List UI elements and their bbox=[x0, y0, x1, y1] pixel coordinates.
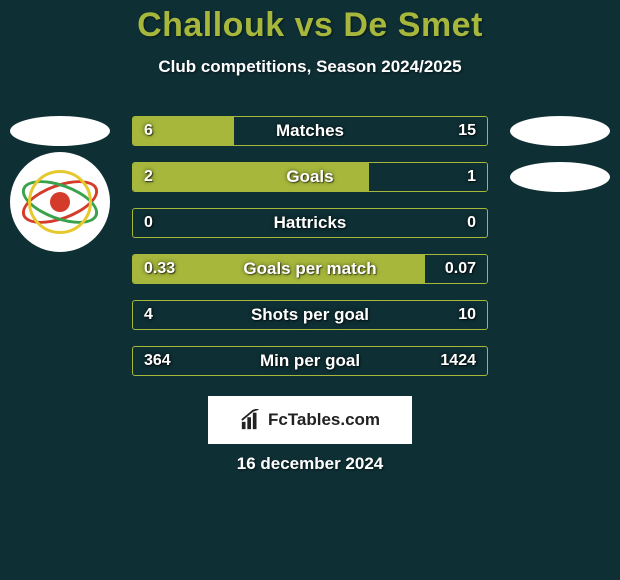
title-vs: vs bbox=[285, 6, 344, 44]
comparison-card: Challouk vs De Smet Club competitions, S… bbox=[0, 0, 620, 580]
player-left-marker bbox=[10, 116, 110, 146]
player2-name: De Smet bbox=[343, 6, 483, 44]
stat-bar bbox=[132, 346, 488, 376]
stat-value-left: 2 bbox=[144, 168, 153, 186]
brand-chart-icon bbox=[240, 409, 262, 431]
stat-value-left: 4 bbox=[144, 306, 153, 324]
brand-text: FcTables.com bbox=[268, 410, 380, 430]
player1-name: Challouk bbox=[137, 6, 285, 44]
stat-value-right: 1424 bbox=[440, 352, 476, 370]
brand-badge: FcTables.com bbox=[208, 396, 412, 444]
stat-value-right: 1 bbox=[467, 168, 476, 186]
stat-bar bbox=[132, 162, 488, 192]
stat-bar bbox=[132, 208, 488, 238]
stat-value-left: 0 bbox=[144, 214, 153, 232]
player-right-marker bbox=[510, 162, 610, 192]
subtitle: Club competitions, Season 2024/2025 bbox=[0, 57, 620, 77]
stat-row: 00Hattricks bbox=[0, 200, 620, 246]
stat-rows: 615Matches21Goals00Hattricks0.330.07Goal… bbox=[0, 108, 620, 384]
stat-value-right: 10 bbox=[458, 306, 476, 324]
player-right-marker bbox=[510, 116, 610, 146]
stat-bar-right-fill bbox=[234, 117, 487, 145]
stat-row: 0.330.07Goals per match bbox=[0, 246, 620, 292]
stat-bar bbox=[132, 300, 488, 330]
stat-bar-left-fill bbox=[133, 163, 369, 191]
date-line: 16 december 2024 bbox=[0, 454, 620, 474]
stat-bar-left-fill bbox=[133, 255, 425, 283]
stat-value-left: 6 bbox=[144, 122, 153, 140]
stat-bar bbox=[132, 254, 488, 284]
stat-row: 3641424Min per goal bbox=[0, 338, 620, 384]
stat-value-right: 0 bbox=[467, 214, 476, 232]
stat-row: 410Shots per goal bbox=[0, 292, 620, 338]
stat-value-left: 364 bbox=[144, 352, 171, 370]
stat-value-right: 15 bbox=[458, 122, 476, 140]
stat-bar bbox=[132, 116, 488, 146]
page-title: Challouk vs De Smet bbox=[0, 0, 620, 45]
stat-value-right: 0.07 bbox=[445, 260, 476, 278]
stat-row: 615Matches bbox=[0, 108, 620, 154]
stat-value-left: 0.33 bbox=[144, 260, 175, 278]
stat-row: 21Goals bbox=[0, 154, 620, 200]
